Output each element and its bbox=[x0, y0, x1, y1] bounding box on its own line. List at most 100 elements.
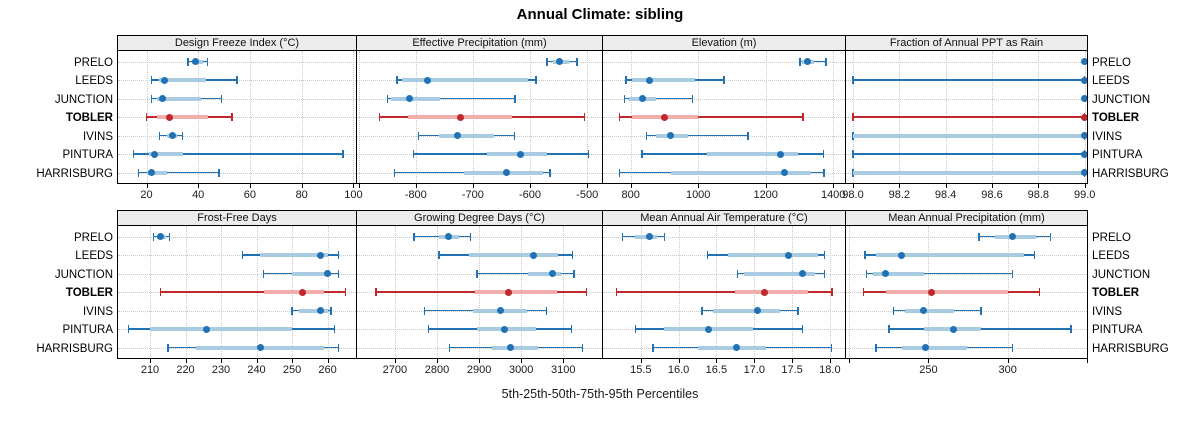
median-dot bbox=[898, 251, 905, 259]
whisker-cap bbox=[545, 306, 548, 315]
whisker-cap bbox=[342, 150, 344, 158]
median-dot bbox=[1081, 76, 1087, 84]
whisker-cap bbox=[1011, 269, 1014, 278]
axis-tick-label: 3000 bbox=[508, 364, 534, 376]
figure-title: Annual Climate: sibling bbox=[516, 6, 684, 23]
row-label-left-leeds: LEEDS bbox=[75, 75, 113, 87]
median-dot bbox=[799, 270, 807, 277]
whisker-cap bbox=[413, 232, 415, 241]
whisker-cap bbox=[573, 269, 575, 278]
row-label-left-junction: JUNCTION bbox=[54, 93, 113, 106]
axis-tick-mark bbox=[256, 359, 258, 363]
median-dot bbox=[1081, 113, 1087, 121]
axis-tick-mark bbox=[716, 359, 718, 363]
whisker-cap bbox=[797, 306, 799, 315]
whisker-cap bbox=[634, 325, 637, 333]
gridline-horizontal bbox=[357, 61, 602, 63]
median-dot bbox=[1081, 150, 1087, 158]
axis-tick-label: 260 bbox=[318, 364, 337, 376]
median-dot bbox=[928, 288, 936, 296]
whisker-cap bbox=[127, 325, 130, 333]
whisker-cap bbox=[625, 76, 627, 84]
axis-tick-label: -500 bbox=[576, 189, 599, 201]
interquartile-bar bbox=[474, 290, 557, 294]
median-dot bbox=[150, 150, 158, 158]
panel-plot bbox=[603, 226, 845, 358]
axis-tick-label: 220 bbox=[176, 364, 195, 376]
gridline-horizontal bbox=[846, 98, 1087, 100]
interquartile-bar bbox=[146, 170, 168, 175]
axis-tick-mark bbox=[530, 184, 531, 188]
whisker-cap bbox=[150, 94, 153, 103]
median-dot bbox=[555, 58, 563, 65]
whisker-cap bbox=[618, 168, 621, 177]
gridline-horizontal bbox=[118, 172, 356, 174]
gridline-horizontal bbox=[118, 255, 356, 256]
axis-tick-mark bbox=[765, 184, 767, 188]
axis-tick-mark bbox=[992, 184, 993, 188]
whisker-cap bbox=[1070, 325, 1072, 333]
whisker-cap bbox=[1033, 251, 1036, 259]
whisker-5th-95th bbox=[138, 171, 219, 174]
axis-tick-mark bbox=[945, 184, 947, 188]
whisker-cap bbox=[236, 76, 238, 84]
whisker-cap bbox=[888, 325, 890, 333]
axis-tick-mark bbox=[853, 184, 854, 188]
whisker-cap bbox=[706, 251, 709, 259]
axis-tick-mark bbox=[249, 184, 251, 188]
median-dot bbox=[161, 76, 169, 84]
gridline-horizontal bbox=[118, 61, 356, 63]
median-dot bbox=[405, 95, 413, 102]
whisker-cap bbox=[206, 57, 208, 66]
median-dot bbox=[784, 251, 792, 259]
axis-tick-mark bbox=[1084, 184, 1086, 188]
gridline-horizontal bbox=[118, 273, 356, 275]
gridline-horizontal bbox=[603, 61, 845, 63]
median-dot bbox=[646, 233, 654, 240]
row-label-left-junction: JUNCTION bbox=[54, 268, 113, 281]
row-label-right-junction: JUNCTION bbox=[1092, 93, 1151, 106]
whisker-cap bbox=[145, 113, 148, 121]
axis-tick-mark-unlabeled bbox=[849, 359, 851, 363]
whisker-cap bbox=[823, 269, 826, 278]
axis-tick-label: 98.6 bbox=[981, 189, 1003, 201]
median-dot bbox=[456, 113, 464, 121]
interquartile-bar bbox=[263, 290, 324, 294]
median-dot bbox=[804, 58, 811, 65]
percentile-axis-caption: 5th-25th-50th-75th-95th Percentiles bbox=[501, 387, 699, 401]
whisker-cap bbox=[701, 306, 703, 315]
whisker-cap bbox=[830, 343, 833, 352]
axis-tick-label: 300 bbox=[998, 364, 1017, 376]
interquartile-bar bbox=[149, 152, 183, 156]
axis-tick-label: 18.0 bbox=[819, 364, 841, 376]
median-dot bbox=[454, 132, 461, 139]
whisker-5th-95th bbox=[133, 153, 343, 155]
whisker-cap bbox=[799, 57, 801, 66]
median-dot bbox=[549, 270, 557, 277]
axis-tick-label: 98.8 bbox=[1027, 189, 1050, 201]
whisker-cap bbox=[1038, 288, 1041, 296]
interquartile-bar bbox=[391, 96, 441, 101]
gridline-horizontal bbox=[846, 61, 1087, 63]
row-label-left-harrisburg: HARRISBURG bbox=[36, 342, 113, 355]
panel-plot bbox=[846, 226, 1087, 358]
whisker-cap bbox=[641, 150, 643, 158]
whisker-cap bbox=[337, 343, 339, 352]
median-dot bbox=[158, 95, 166, 102]
whisker-cap bbox=[864, 251, 866, 259]
whisker-cap bbox=[823, 168, 825, 177]
gridline-horizontal bbox=[603, 236, 845, 238]
axis-tick-label: 1000 bbox=[685, 189, 711, 201]
whisker-cap bbox=[623, 94, 626, 103]
whisker-cap bbox=[822, 150, 825, 158]
median-dot bbox=[753, 307, 761, 314]
whisker-cap bbox=[469, 232, 472, 241]
median-dot bbox=[1081, 169, 1087, 176]
panel-title: Elevation (m) bbox=[603, 36, 845, 51]
row-label-right-tobler: TOBLER bbox=[1092, 287, 1140, 299]
panel-plot bbox=[357, 51, 602, 183]
whisker-cap bbox=[736, 269, 739, 278]
interquartile-bar bbox=[468, 253, 559, 257]
panel-plot bbox=[118, 51, 356, 183]
whisker-5th-95th bbox=[853, 153, 1085, 155]
